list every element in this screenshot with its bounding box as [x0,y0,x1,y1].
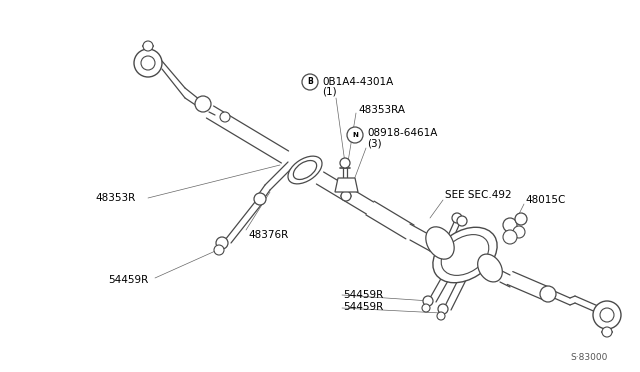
Ellipse shape [477,254,502,282]
Ellipse shape [426,227,454,259]
Circle shape [503,218,517,232]
Text: 0B1A4-4301A: 0B1A4-4301A [322,77,393,87]
Circle shape [593,301,621,329]
Text: (1): (1) [322,87,337,97]
Circle shape [513,226,525,238]
Ellipse shape [288,156,322,184]
Circle shape [503,230,517,244]
Circle shape [195,96,211,112]
Text: 08918-6461A: 08918-6461A [367,128,437,138]
Text: 54459R: 54459R [343,290,383,300]
Circle shape [540,286,556,302]
Circle shape [457,216,467,226]
Text: 48353R: 48353R [95,193,135,203]
Ellipse shape [441,235,489,275]
Text: S·83000: S·83000 [570,353,607,362]
Text: B: B [307,77,313,87]
Circle shape [452,213,462,223]
Circle shape [422,304,430,312]
Text: 48353RA: 48353RA [358,105,405,115]
Text: 48015C: 48015C [525,195,565,205]
Text: (3): (3) [367,138,381,148]
Circle shape [602,327,612,337]
Circle shape [220,112,230,122]
Circle shape [143,41,153,51]
Circle shape [216,237,228,249]
Circle shape [214,245,224,255]
Circle shape [340,158,350,168]
Circle shape [347,127,363,143]
Circle shape [302,74,318,90]
Circle shape [254,193,266,205]
Text: 54459R: 54459R [343,302,383,312]
Ellipse shape [293,161,317,179]
Circle shape [134,49,162,77]
Circle shape [515,213,527,225]
Circle shape [437,312,445,320]
Text: 54459R: 54459R [108,275,148,285]
Circle shape [438,304,448,314]
Circle shape [341,191,351,201]
Polygon shape [335,178,358,192]
Ellipse shape [433,227,497,283]
Circle shape [423,296,433,306]
Text: N: N [352,132,358,138]
Text: SEE SEC.492: SEE SEC.492 [445,190,511,200]
Text: 48376R: 48376R [248,230,288,240]
